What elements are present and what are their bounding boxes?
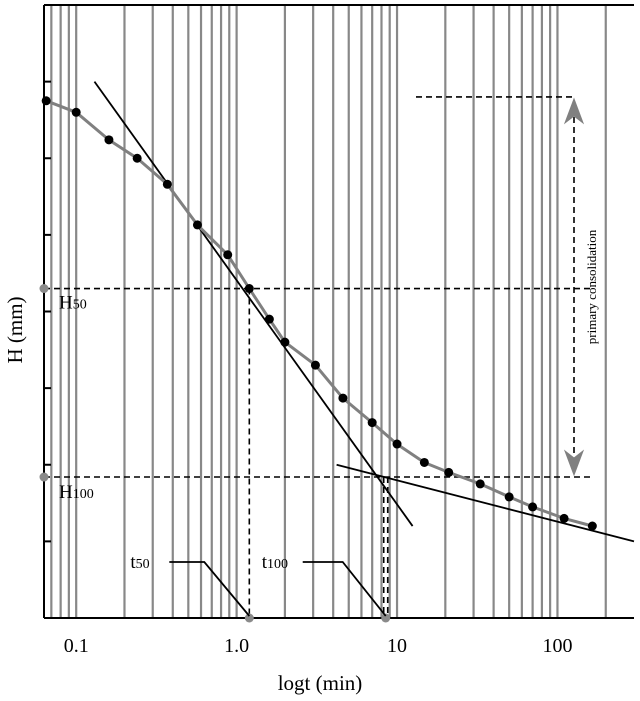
primary-consolidation-label: primary consolidation [584, 229, 599, 344]
data-point [367, 418, 377, 428]
axes [43, 4, 634, 619]
t50-label: t50 [130, 552, 149, 573]
data-point [338, 393, 348, 403]
reference-lines [93, 81, 635, 543]
data-point [41, 96, 51, 106]
x-axis-label: logt (min) [278, 671, 363, 695]
t50-leader-line [169, 561, 251, 617]
x-tick-label: 1.0 [224, 635, 249, 657]
t100-label: t100 [262, 552, 288, 573]
y-axis-label: H (mm) [3, 296, 27, 363]
data-point [528, 502, 538, 512]
data-point [587, 521, 597, 531]
data-point [104, 135, 114, 145]
h100-label: H100 [59, 482, 94, 503]
guide-marker [381, 613, 391, 623]
t100-leader-line [302, 561, 387, 617]
data-point [444, 467, 454, 477]
guide-marker [39, 284, 49, 294]
data-point [419, 457, 429, 467]
data-point [162, 179, 172, 189]
data-point [192, 220, 202, 230]
arrow-head-down-icon [563, 449, 585, 477]
annotations: H50 H100 t50 t100 primary consolidation [39, 97, 599, 623]
data-point [264, 314, 274, 324]
guide-marker [244, 613, 254, 623]
data-point [504, 492, 514, 502]
data-point [310, 360, 320, 370]
data-series [41, 96, 597, 531]
consolidation-curve [45, 99, 593, 528]
data-point [475, 479, 485, 489]
data-point [559, 513, 569, 523]
guide-lines [44, 96, 590, 618]
arrow-head-up-icon [563, 97, 585, 125]
data-point [392, 439, 402, 449]
data-point [71, 107, 81, 117]
data-point [132, 153, 142, 163]
x-tick-labels: 0.1 1.0 10 100 [64, 635, 573, 657]
x-tick-label: 10 [387, 635, 407, 657]
data-point [280, 337, 290, 347]
y-ticks [44, 80, 51, 543]
data-point [223, 250, 233, 260]
h50-label: H50 [59, 293, 87, 314]
guide-marker [39, 472, 49, 482]
tangent-line [93, 81, 414, 527]
x-tick-label: 0.1 [64, 635, 89, 657]
data-point [244, 284, 254, 294]
x-tick-label: 100 [542, 635, 572, 657]
vertical-grid [50, 5, 607, 618]
asymptote-line [336, 463, 635, 543]
